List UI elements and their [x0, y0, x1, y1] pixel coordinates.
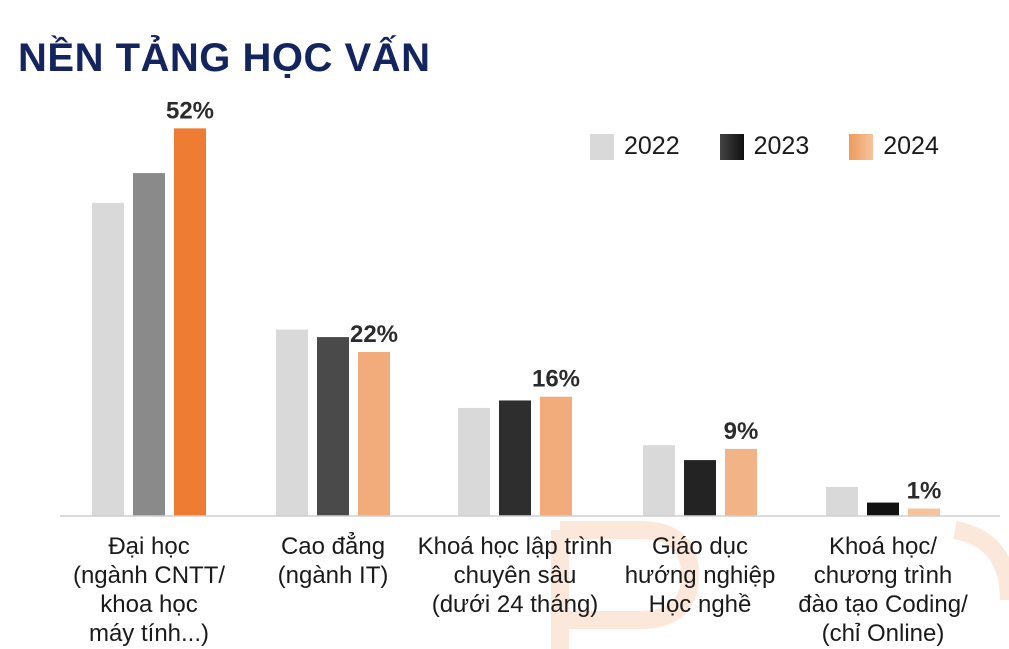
data-label-2024-4: 1% — [907, 478, 942, 505]
bar-2024-4 — [908, 508, 940, 516]
category-label-line: chương trình — [814, 562, 953, 589]
category-label-line: Khoá học lập trình — [418, 533, 613, 560]
category-label-line: hướng nghiệp — [625, 562, 776, 589]
bar-2023-1 — [317, 337, 349, 516]
watermark-logo — [551, 521, 1009, 649]
data-label-2024-2: 16% — [532, 366, 580, 393]
data-label-2024-0: 52% — [166, 97, 214, 124]
bar-2022-2 — [458, 407, 490, 516]
category-label-1: Cao đẳng (ngành IT) — [278, 531, 389, 589]
data-label-2024-3: 9% — [724, 418, 759, 445]
bar-2022-0 — [92, 202, 124, 516]
bar-2023-4 — [867, 502, 899, 516]
data-label-2024-1: 22% — [350, 321, 398, 348]
category-label-line: chuyên sâu — [454, 562, 577, 589]
category-label-line: Cao đẳng — [281, 531, 385, 560]
bar-2022-1 — [276, 329, 308, 516]
category-label-line: Giáo dục — [652, 533, 748, 560]
legend-item-2023: 2023 — [719, 132, 810, 161]
labels-layer: 52% 22% 16% 9% 1% — [166, 97, 941, 504]
category-label-line: đào tạo Coding/ — [798, 591, 968, 618]
category-label-line: (chỉ Online) — [822, 620, 945, 647]
category-label-line: Đại học — [108, 533, 189, 560]
legend-item-2024: 2024 — [849, 132, 939, 161]
category-label-line: khoa học — [100, 591, 197, 618]
legend-label-2024: 2024 — [883, 132, 939, 160]
bar-2024-3 — [725, 448, 757, 516]
legend-item-2022: 2022 — [590, 132, 680, 161]
bar-2024-1 — [358, 352, 390, 516]
bars-layer — [92, 128, 940, 516]
category-label-line: (ngành IT) — [278, 562, 389, 589]
category-label-line: Học nghề — [649, 591, 752, 618]
chart-legend: 2022 2023 2024 — [590, 132, 939, 161]
legend-label-2022: 2022 — [624, 132, 680, 160]
category-label-2: Khoá học lập trình chuyên sâu (dưới 24 thá… — [418, 533, 613, 618]
category-label-3: Giáo dục hướng nghiệp Học nghề — [625, 533, 776, 618]
bar-2024-0 — [174, 128, 206, 516]
page-title: NỀN TẢNG HỌC VẤN — [18, 36, 431, 80]
legend-swatch-2022 — [590, 133, 614, 160]
legend-swatch-2024 — [849, 133, 874, 160]
bar-2022-3 — [643, 445, 675, 516]
legend-label-2023: 2023 — [753, 132, 810, 160]
bar-2022-4 — [826, 486, 858, 516]
category-labels: Đại học (ngành CNTT/khoa học máy tính...) C… — [73, 531, 968, 647]
category-label-line: Khoá học/ — [829, 533, 937, 560]
bar-2023-0 — [133, 173, 165, 516]
category-label-line: máy tính...) — [89, 620, 209, 647]
category-label-4: Khoá học/chương trình đào tạo Coding/(chỉ… — [798, 533, 968, 647]
bar-2023-2 — [499, 400, 531, 516]
category-label-0: Đại học (ngành CNTT/khoa học máy tính...) — [73, 533, 225, 647]
legend-swatch-2023 — [719, 133, 744, 160]
bar-2024-2 — [540, 396, 572, 516]
bar-2023-3 — [684, 460, 716, 516]
category-label-line: (dưới 24 tháng) — [432, 591, 599, 618]
category-label-line: (ngành CNTT/ — [73, 562, 225, 589]
